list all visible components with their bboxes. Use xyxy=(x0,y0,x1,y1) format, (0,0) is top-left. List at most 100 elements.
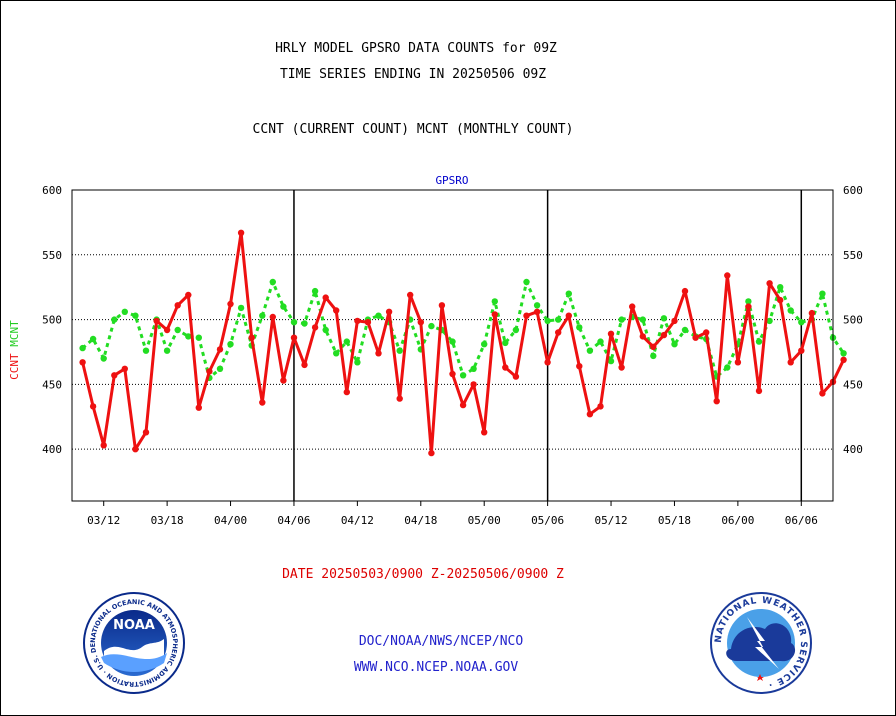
data-point-ccnt xyxy=(227,300,234,308)
data-point-mcnt xyxy=(333,350,340,357)
data-point-mcnt xyxy=(819,290,826,297)
data-point-ccnt xyxy=(301,361,308,369)
y-axis-label-ccnt: CCNT xyxy=(8,353,21,380)
plot-area-border xyxy=(71,189,834,502)
data-point-mcnt xyxy=(650,352,657,360)
data-point-ccnt xyxy=(364,319,372,326)
data-point-ccnt xyxy=(819,390,826,397)
data-point-ccnt xyxy=(777,296,784,304)
data-point-mcnt xyxy=(428,322,435,330)
data-point-ccnt xyxy=(544,359,551,366)
y-tick-label-right: 500 xyxy=(843,314,863,327)
data-point-mcnt xyxy=(163,347,171,354)
data-point-mcnt xyxy=(185,333,192,340)
data-point-ccnt xyxy=(100,442,107,449)
data-point-ccnt xyxy=(153,317,160,325)
data-point-ccnt xyxy=(132,446,139,453)
data-point-mcnt xyxy=(111,316,118,323)
data-point-ccnt xyxy=(89,403,97,410)
x-tick-label: 04/06 xyxy=(277,514,310,527)
data-point-ccnt xyxy=(660,331,668,339)
data-point-mcnt xyxy=(227,341,234,348)
y-axis-label-mcnt: MCNT xyxy=(8,320,21,347)
data-point-ccnt xyxy=(491,311,498,318)
data-point-ccnt xyxy=(618,364,625,371)
data-point-ccnt xyxy=(745,303,752,310)
data-point-ccnt xyxy=(438,302,446,309)
data-point-ccnt xyxy=(502,364,509,371)
data-point-ccnt xyxy=(407,291,414,299)
data-point-mcnt xyxy=(607,357,615,365)
x-tick-labels: 03/12 03/18 04/00 04/06 04/12 04/18 05/00 05/06… xyxy=(87,501,818,527)
org-label: DOC/NOAA/NWS/NCEP/NCO xyxy=(359,634,524,649)
y-tick-label-right: 600 xyxy=(843,184,863,197)
data-point-mcnt xyxy=(459,372,467,379)
website-link[interactable]: WWW.NCO.NCEP.NOAA.GOV xyxy=(354,660,519,675)
data-point-ccnt xyxy=(396,395,403,402)
y-tick-label-left: 400 xyxy=(42,443,62,456)
y-tick-label-left: 550 xyxy=(42,249,62,262)
data-point-ccnt xyxy=(703,329,710,336)
data-point-mcnt xyxy=(544,317,551,325)
data-point-ccnt xyxy=(734,359,742,366)
data-point-ccnt xyxy=(787,359,794,366)
panel-title: GPSRO xyxy=(435,174,468,187)
series-line-ccnt xyxy=(81,231,845,455)
data-point-mcnt xyxy=(755,338,763,345)
data-point-mcnt xyxy=(766,317,773,325)
data-point-mcnt xyxy=(216,365,224,372)
x-tick-label: 04/12 xyxy=(341,514,374,527)
series-layer xyxy=(79,229,847,457)
data-point-ccnt xyxy=(459,401,467,409)
y-axis-label: CCNT MCNT xyxy=(8,320,21,380)
y-tick-label-left: 500 xyxy=(42,314,62,327)
data-point-ccnt xyxy=(322,294,329,301)
x-tick-label: 05/18 xyxy=(658,514,691,527)
data-point-mcnt xyxy=(491,298,498,305)
data-point-mcnt xyxy=(618,316,625,323)
data-point-ccnt xyxy=(692,334,699,341)
data-point-mcnt xyxy=(555,316,562,323)
y-tick-label-right: 450 xyxy=(843,378,863,391)
data-point-mcnt xyxy=(174,326,181,334)
data-point-mcnt xyxy=(100,355,107,362)
data-point-mcnt xyxy=(343,338,350,345)
data-point-mcnt xyxy=(681,326,689,334)
data-point-mcnt xyxy=(322,326,329,334)
data-point-mcnt xyxy=(132,312,139,319)
data-point-ccnt xyxy=(808,309,816,317)
data-point-ccnt xyxy=(428,449,435,457)
data-point-ccnt xyxy=(280,377,287,384)
data-point-ccnt xyxy=(639,333,646,340)
data-point-mcnt xyxy=(89,335,97,343)
data-point-mcnt xyxy=(745,298,752,305)
data-point-mcnt xyxy=(512,326,520,334)
data-point-ccnt xyxy=(840,356,847,363)
data-point-ccnt xyxy=(512,373,520,380)
data-point-mcnt xyxy=(798,319,805,326)
data-point-mcnt xyxy=(142,347,150,354)
data-point-mcnt xyxy=(354,359,361,366)
data-point-mcnt xyxy=(280,303,287,310)
x-tick-label: 05/00 xyxy=(468,514,501,527)
data-point-ccnt xyxy=(533,308,541,315)
data-point-mcnt xyxy=(237,304,245,312)
data-point-ccnt xyxy=(259,399,266,406)
data-point-ccnt xyxy=(713,398,720,405)
x-tick-label: 03/12 xyxy=(87,514,120,527)
data-point-ccnt xyxy=(333,307,340,314)
data-point-mcnt xyxy=(533,302,541,309)
data-point-ccnt xyxy=(798,347,805,354)
x-tick-label: 06/00 xyxy=(721,514,754,527)
data-point-mcnt xyxy=(290,319,298,326)
data-point-mcnt xyxy=(840,350,847,357)
data-point-mcnt xyxy=(311,287,319,295)
data-point-mcnt xyxy=(259,312,266,319)
y-tick-labels: 400 400 450 450 500 500 550 550 600 600 xyxy=(42,184,863,456)
date-range-label: DATE 20250503/0900 Z-20250506/0900 Z xyxy=(282,567,564,582)
data-point-ccnt xyxy=(185,291,192,299)
y-tick-label-right: 550 xyxy=(843,249,863,262)
data-point-ccnt xyxy=(449,370,456,378)
data-point-ccnt xyxy=(174,302,181,309)
data-point-ccnt xyxy=(111,372,118,379)
